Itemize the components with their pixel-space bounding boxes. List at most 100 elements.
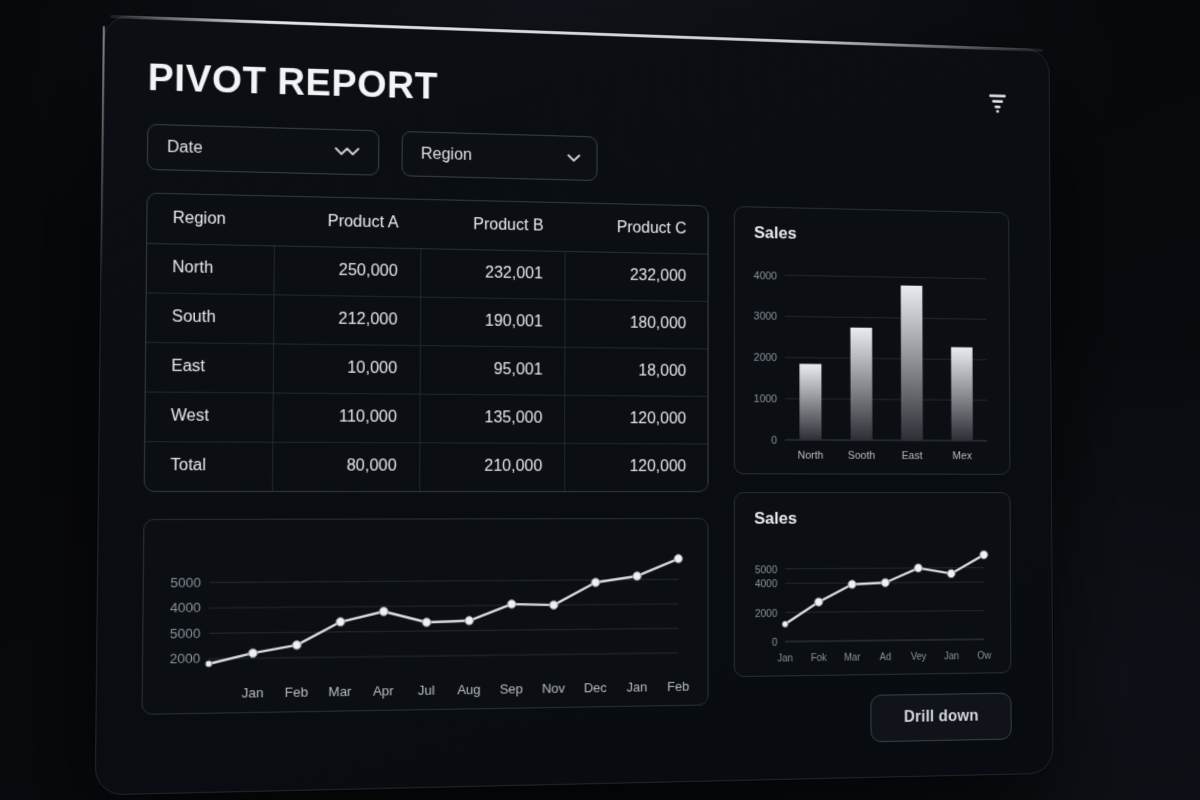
x-axis-label: Nov	[542, 681, 566, 696]
row-label: East	[145, 341, 274, 393]
x-axis-label: Apr	[373, 683, 394, 699]
x-axis-label: Feb	[667, 679, 689, 694]
y-tick-label: 3000	[754, 311, 778, 323]
table-cell: 232,000	[565, 250, 708, 302]
pivot-table-card: Region Product A Product B Product C Nor…	[143, 192, 709, 493]
bar	[850, 327, 873, 441]
x-axis-label: Jan	[944, 651, 959, 662]
table-row-total[interactable]: Total 80,000 210,000 120,000	[144, 441, 708, 492]
region-dropdown[interactable]: Region	[401, 130, 598, 182]
table-cell: 250,000	[273, 245, 421, 297]
bar	[799, 363, 822, 441]
data-point	[947, 569, 955, 577]
table-cell: 110,000	[272, 392, 420, 443]
y-tick-label: 4000	[755, 579, 778, 591]
sales-bar-chart-card: Sales 4000 3000 2000 1000 0 North Sooth East Mex	[733, 206, 1011, 475]
row-label: West	[145, 391, 273, 442]
table-row[interactable]: East 10,000 95,001 18,000	[145, 341, 708, 396]
series-line	[785, 555, 984, 624]
filter-icon	[986, 94, 1008, 116]
x-axis-label: Jan	[242, 685, 264, 701]
dashboard: PIVOT REPORT Date	[96, 16, 1053, 795]
grid-line	[785, 275, 987, 279]
data-point	[848, 580, 856, 588]
left-column: Region Product A Product B Product C Nor…	[141, 192, 709, 757]
page-title: PIVOT REPORT	[147, 56, 438, 107]
grid-line	[785, 316, 987, 319]
y-tick-label: 5000	[755, 564, 778, 576]
data-point	[248, 649, 257, 658]
x-axis-label: Mar	[844, 653, 861, 664]
grid-line	[209, 604, 678, 608]
grid-line	[209, 653, 679, 659]
y-tick-label: 4000	[754, 270, 778, 282]
column-header-product-b: Product B	[420, 199, 566, 251]
data-point	[815, 598, 823, 606]
grid-line	[785, 611, 984, 613]
double-chevron-icon	[334, 143, 362, 162]
x-axis-label: East	[902, 450, 923, 462]
chevron-down-icon	[567, 149, 581, 167]
table-cell: 180,000	[564, 298, 708, 349]
x-axis-label: Sooth	[848, 450, 875, 462]
data-point	[632, 571, 643, 582]
data-point	[674, 554, 682, 562]
x-axis-label: Mex	[952, 450, 972, 462]
data-point	[914, 564, 922, 572]
column-header-product-a: Product A	[274, 196, 421, 249]
date-dropdown[interactable]: Date	[146, 123, 380, 176]
region-dropdown-label: Region	[420, 145, 473, 164]
data-point	[379, 607, 388, 616]
table-cell: 232,001	[420, 248, 566, 299]
y-tick-label: 2000	[755, 608, 778, 620]
table-cell: 212,000	[273, 294, 421, 346]
pivot-table: Region Product A Product B Product C Nor…	[144, 193, 708, 492]
bar-chart-title: Sales	[754, 223, 797, 243]
y-tick-label: 2000	[754, 352, 778, 364]
grid-line	[785, 568, 984, 569]
table-cell: 10,000	[272, 343, 421, 394]
table-row[interactable]: North 250,000 232,001 232,000	[147, 243, 708, 302]
table-cell: 120,000	[564, 442, 708, 492]
drill-down-row: Drill down	[734, 692, 1012, 745]
table-cell: 120,000	[564, 394, 708, 444]
table-cell: 190,001	[420, 296, 566, 347]
grid-line	[785, 639, 984, 641]
series-line	[209, 559, 679, 664]
y-tick-label: 1000	[754, 394, 778, 406]
data-point	[206, 661, 212, 667]
x-axis-label: North	[798, 450, 824, 462]
y-tick-label: 0	[771, 435, 777, 447]
filter-bar: Date Region	[146, 123, 1015, 192]
filter-button[interactable]	[981, 87, 1014, 123]
table-row[interactable]: West 110,000 135,000 120,000	[145, 391, 708, 444]
right-column: Sales 4000 3000 2000 1000 0 North Sooth East Mex…	[733, 206, 1012, 745]
y-tick-label: 0	[772, 637, 778, 649]
bar	[951, 347, 973, 441]
data-point	[292, 641, 301, 650]
table-row[interactable]: South 212,000 190,001 180,000	[146, 292, 708, 349]
x-axis-label: Dec	[584, 680, 607, 695]
x-axis-label: Jul	[418, 683, 435, 698]
sales-bar-chart: 4000 3000 2000 1000 0 North Sooth East Mex	[754, 270, 994, 462]
tablet-frame: PIVOT REPORT Date	[94, 14, 1054, 796]
table-cell: 135,000	[419, 393, 565, 443]
date-dropdown-label: Date	[167, 138, 203, 157]
column-header-product-c: Product C	[565, 203, 708, 254]
monthly-trend-line-chart: 5000 4000 5000 2000 Jan Feb Mar Apr Jul Aug Sep Nov…	[170, 537, 689, 701]
drill-down-button[interactable]: Drill down	[870, 692, 1012, 743]
table-cell: 18,000	[564, 346, 708, 396]
x-axis-label: Mar	[328, 684, 352, 700]
data-point	[507, 600, 515, 609]
y-tick-label: 4000	[170, 600, 201, 616]
trend-line-chart-card: 5000 4000 5000 2000 Jan Feb Mar Apr Jul Aug Sep Nov…	[141, 517, 709, 715]
x-axis-label: Vey	[911, 652, 928, 663]
data-point	[591, 578, 599, 587]
row-label: South	[146, 292, 274, 344]
y-tick-label: 2000	[170, 651, 201, 667]
data-point	[782, 621, 788, 627]
table-cell: 95,001	[419, 345, 565, 395]
data-point	[550, 601, 558, 610]
data-point	[881, 579, 889, 587]
